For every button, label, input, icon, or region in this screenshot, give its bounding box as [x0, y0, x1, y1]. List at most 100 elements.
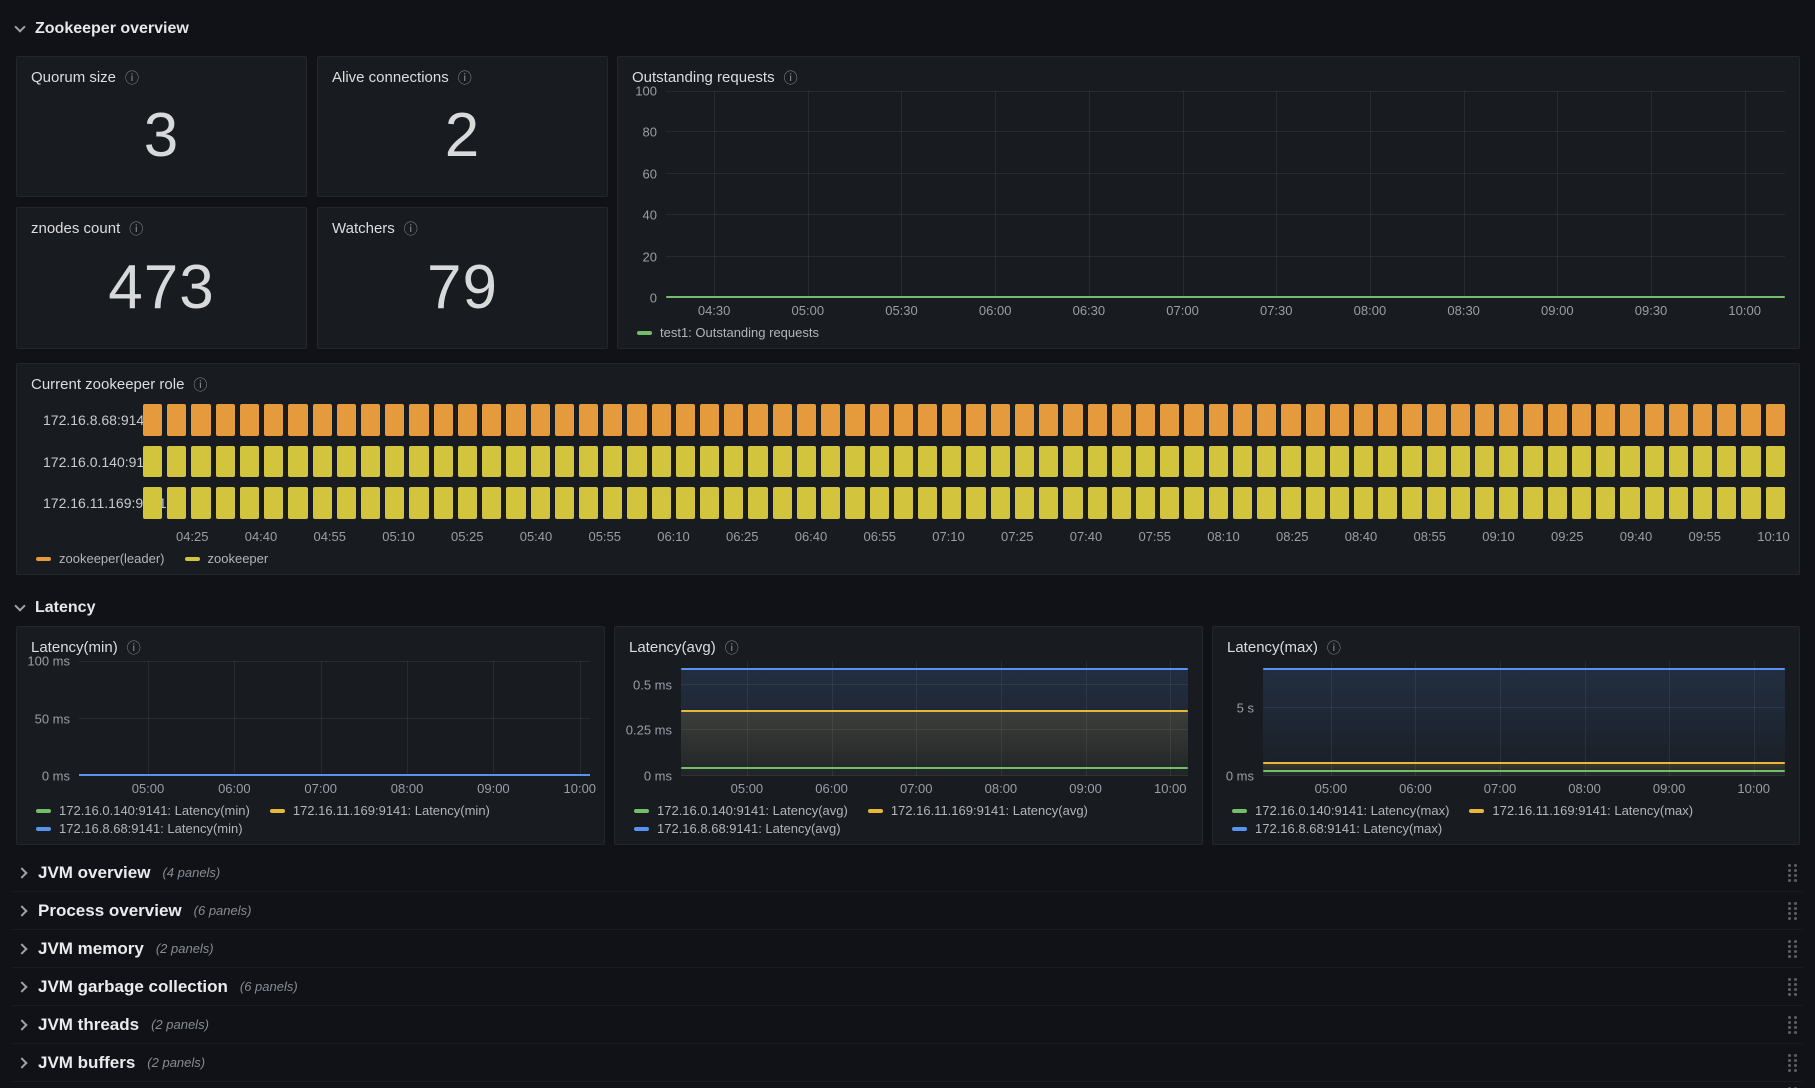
section-title: Latency	[35, 599, 96, 616]
collapsed-row-jvm-memory[interactable]: JVM memory (2 panels)	[12, 930, 1803, 968]
panel-header[interactable]: Current zookeeper role ⓘ	[31, 371, 1785, 398]
state-segment	[1426, 487, 1446, 520]
panel-title: Current zookeeper role	[31, 376, 185, 393]
state-segment	[1014, 487, 1035, 520]
legend-item[interactable]: 172.16.11.169:9141: Latency(max)	[1469, 803, 1693, 818]
drag-handle-icon[interactable]	[1788, 977, 1797, 996]
legend-item[interactable]: 172.16.8.68:9141: Latency(max)	[1232, 821, 1442, 836]
panel-quorum-size: Quorum size ⓘ 3	[16, 56, 307, 197]
info-icon[interactable]: ⓘ	[724, 639, 739, 656]
info-icon[interactable]: ⓘ	[1326, 639, 1341, 656]
info-icon[interactable]: ⓘ	[457, 69, 472, 86]
plot	[666, 91, 1785, 298]
section-zookeeper-overview[interactable]: Zookeeper overview	[14, 14, 189, 44]
x-tick-label: 10:00	[563, 781, 597, 796]
panel-header[interactable]: Latency(max) ⓘ	[1227, 634, 1785, 661]
v-gridline	[1669, 661, 1671, 776]
legend-item[interactable]: 172.16.11.169:9141: Latency(min)	[269, 803, 490, 818]
info-icon[interactable]: ⓘ	[783, 69, 798, 86]
drag-handle-icon[interactable]	[1788, 1053, 1797, 1072]
y-tick-label: 0 ms	[643, 768, 672, 784]
panel-header[interactable]: Latency(avg) ⓘ	[629, 634, 1188, 661]
legend-item[interactable]: zookeeper(leader)	[36, 551, 165, 566]
yellow-series-swatch	[269, 808, 285, 813]
plot-area: 5 s 0 ms	[1226, 661, 1785, 784]
state-segment	[990, 445, 1010, 478]
panel-title: Alive connections	[332, 69, 449, 86]
collapsed-row-partial[interactable]	[12, 1082, 1803, 1088]
stat-value: 473	[108, 252, 215, 322]
section-latency[interactable]: Latency	[14, 593, 96, 623]
legend-item[interactable]: 172.16.0.140:9141: Latency(max)	[1232, 803, 1449, 818]
state-segment	[942, 445, 962, 478]
state-segment	[1184, 487, 1204, 520]
x-axis: 04:25 04:40 04:55 05:10 05:25 05:40 05:55 06:10…	[31, 524, 1790, 548]
state-segment	[1232, 487, 1253, 520]
legend-item[interactable]: 172.16.8.68:9141: Latency(avg)	[634, 821, 841, 836]
plot	[681, 661, 1188, 776]
state-segment	[675, 445, 696, 478]
state-segment	[239, 487, 260, 520]
panel-header[interactable]: Latency(min) ⓘ	[31, 634, 590, 661]
latency-max-chart: 5 s 0 ms 05:00 06:00 07:00 08:00 09:00 10:00 172…	[1226, 661, 1785, 836]
state-segment	[651, 404, 671, 436]
panel-header[interactable]: Watchers ⓘ	[332, 215, 593, 242]
panel-header[interactable]: Quorum size ⓘ	[31, 64, 292, 91]
state-segment	[796, 445, 817, 478]
panel-header[interactable]: znodes count ⓘ	[31, 215, 292, 242]
state-segment	[918, 445, 938, 478]
plot	[79, 661, 590, 776]
state-segment	[1039, 445, 1059, 478]
state-segment	[360, 445, 381, 478]
state-segment	[700, 487, 720, 520]
state-segment	[554, 404, 574, 436]
legend: 172.16.0.140:9141: Latency(min) 172.16.11…	[31, 800, 590, 836]
panel-header[interactable]: Alive connections ⓘ	[332, 64, 593, 91]
h-gridline	[1263, 707, 1785, 709]
state-segment	[1571, 404, 1592, 436]
panel-header[interactable]: Outstanding requests ⓘ	[632, 64, 1785, 91]
v-gridline	[1088, 91, 1090, 298]
y-axis: 100 80 60 40 20 0	[632, 84, 666, 306]
collapsed-row-jvm-overview[interactable]: JVM overview (4 panels)	[12, 854, 1803, 892]
drag-handle-icon[interactable]	[1788, 939, 1797, 958]
collapsed-row-jvm-buffers[interactable]: JVM buffers (2 panels)	[12, 1044, 1803, 1082]
state-segment	[700, 404, 720, 436]
state-segment	[1475, 404, 1495, 436]
x-tick-label: 07:25	[1000, 529, 1034, 544]
collapsed-row-jvm-garbage-collection[interactable]: JVM garbage collection (6 panels)	[12, 968, 1803, 1006]
blue-series-swatch	[36, 826, 51, 831]
state-segment	[1402, 487, 1422, 520]
info-icon[interactable]: ⓘ	[403, 220, 418, 237]
state-segment	[1523, 487, 1543, 520]
state-segment	[1571, 445, 1592, 478]
collapsed-row-process-overview[interactable]: Process overview (6 panels)	[12, 892, 1803, 930]
legend-item[interactable]: 172.16.0.140:9141: Latency(min)	[36, 803, 250, 818]
drag-handle-icon[interactable]	[1788, 901, 1797, 920]
info-icon[interactable]: ⓘ	[126, 639, 141, 656]
x-tick-label: 06:00	[815, 781, 848, 796]
row-title: JVM garbage collection	[38, 976, 228, 996]
legend-item[interactable]: zookeeper	[184, 551, 268, 566]
plot-area: 100 ms 50 ms 0 ms	[27, 654, 590, 784]
x-tick-label: 06:55	[863, 529, 897, 544]
state-segment	[1111, 404, 1131, 436]
legend: 172.16.0.140:9141: Latency(max) 172.16.11…	[1227, 800, 1785, 836]
legend-item[interactable]: 172.16.0.140:9141: Latency(avg)	[634, 803, 848, 818]
info-icon[interactable]: ⓘ	[129, 220, 144, 237]
legend-item[interactable]: 172.16.8.68:9141: Latency(min)	[36, 821, 243, 836]
state-segment	[433, 404, 453, 436]
drag-handle-icon[interactable]	[1788, 1015, 1797, 1034]
legend-item[interactable]: 172.16.11.169:9141: Latency(avg)	[867, 803, 1088, 818]
x-tick-label: 08:10	[1207, 529, 1240, 544]
info-icon[interactable]: ⓘ	[193, 376, 208, 393]
state-segment	[288, 445, 308, 478]
legend-item[interactable]: test1: Outstanding requests	[637, 325, 819, 340]
collapsed-row-jvm-threads[interactable]: JVM threads (2 panels)	[12, 1006, 1803, 1044]
state-segment	[869, 487, 889, 520]
state-segment	[1305, 445, 1325, 478]
info-icon[interactable]: ⓘ	[125, 69, 140, 86]
drag-handle-icon[interactable]	[1788, 863, 1797, 882]
y-tick-label: 100 ms	[27, 653, 70, 669]
state-segment	[772, 487, 792, 520]
